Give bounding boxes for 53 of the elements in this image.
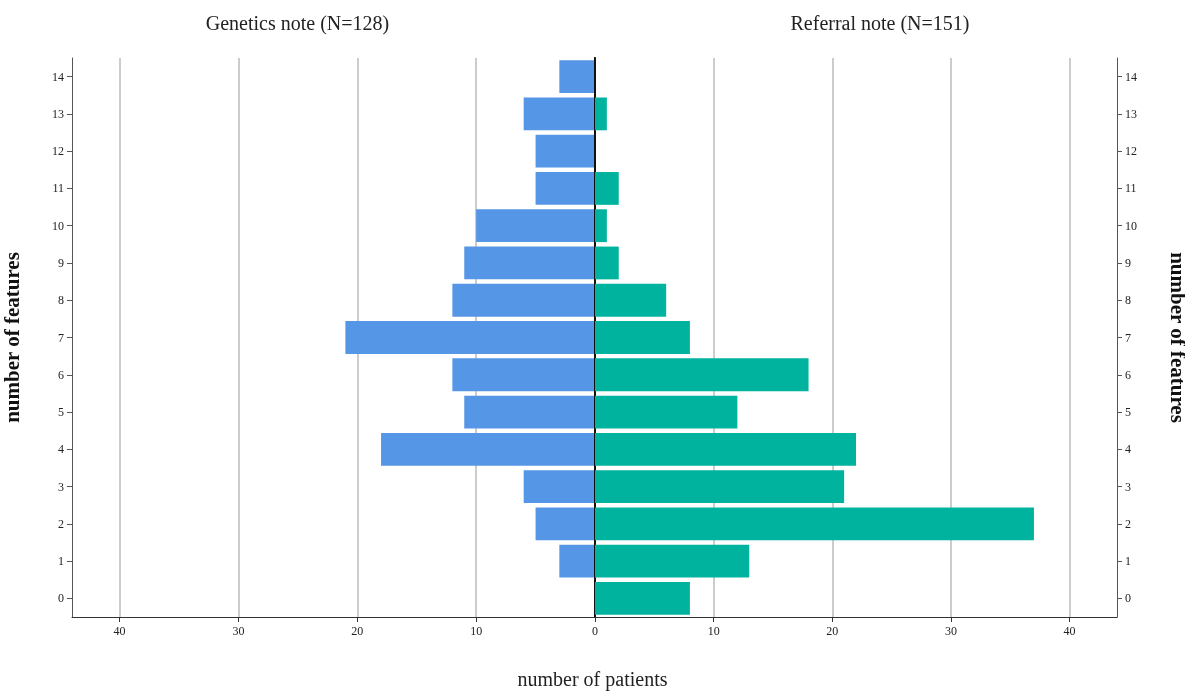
x-tick-label: 0 — [592, 624, 598, 638]
y-tick-label: 1 — [1125, 554, 1131, 569]
y-tick-label: 13 — [52, 106, 64, 121]
y-tick-label: 10 — [1125, 218, 1137, 233]
y-tick-label: 2 — [58, 516, 64, 531]
y-axis-title: number of features — [0, 252, 24, 423]
x-tick-label: 30 — [232, 624, 245, 638]
y-tick-label: 8 — [1125, 293, 1131, 308]
x-tick-label: 40 — [1063, 624, 1076, 638]
y-tick-label: 11 — [1125, 181, 1137, 196]
y-tick-label: 3 — [1125, 479, 1131, 494]
x-tick-label: 10 — [470, 624, 483, 638]
bar — [595, 209, 607, 243]
x-tick-label: 10 — [707, 624, 720, 638]
y-tick-label: 6 — [1125, 367, 1131, 382]
y-tick-label: 7 — [1125, 330, 1131, 345]
bar — [523, 470, 595, 503]
y-tick-label: 1 — [58, 554, 64, 569]
bar — [559, 544, 595, 578]
x-tick-label: 20 — [826, 624, 839, 638]
y-tick-label: 2 — [1125, 516, 1131, 531]
bar — [535, 134, 595, 168]
y-tick-label: 8 — [58, 293, 64, 308]
y-tick-label: 9 — [1125, 255, 1131, 270]
y-tick-label: 14 — [52, 69, 64, 84]
y-tick-label: 13 — [1125, 106, 1137, 121]
y-tick-label: 0 — [1125, 591, 1131, 606]
bar — [595, 246, 619, 280]
bar — [595, 97, 607, 131]
y-tick-label: 12 — [1125, 144, 1137, 159]
bar — [595, 581, 690, 615]
x-tick-label: 30 — [944, 624, 957, 638]
y-tick-label: 4 — [1125, 442, 1131, 457]
chart-title: Referral note (N=151) — [790, 12, 970, 35]
x-tick-label: 20 — [351, 624, 364, 638]
bar — [559, 60, 595, 94]
y-tick-label: 3 — [58, 479, 64, 494]
y-tick-label: 14 — [1125, 69, 1137, 84]
y-tick-label: 11 — [52, 181, 64, 196]
x-axis-title: number of patients — [516, 668, 669, 691]
y-tick-label: 5 — [58, 405, 64, 420]
y-tick-label: 5 — [1125, 405, 1131, 420]
y-tick-label: 6 — [58, 367, 64, 382]
y-tick-label: 10 — [52, 218, 64, 233]
y-tick-label: 9 — [58, 255, 64, 270]
x-tick-label: 40 — [113, 624, 126, 638]
y-tick-label: 4 — [58, 442, 64, 457]
chart-title: Genetics note (N=128) — [205, 12, 390, 35]
y-tick-label: 12 — [52, 144, 64, 159]
bar — [535, 507, 595, 541]
y-tick-label: 0 — [58, 591, 64, 606]
y-tick-label: 7 — [58, 330, 64, 345]
y-axis-title: number of features — [1165, 252, 1185, 423]
